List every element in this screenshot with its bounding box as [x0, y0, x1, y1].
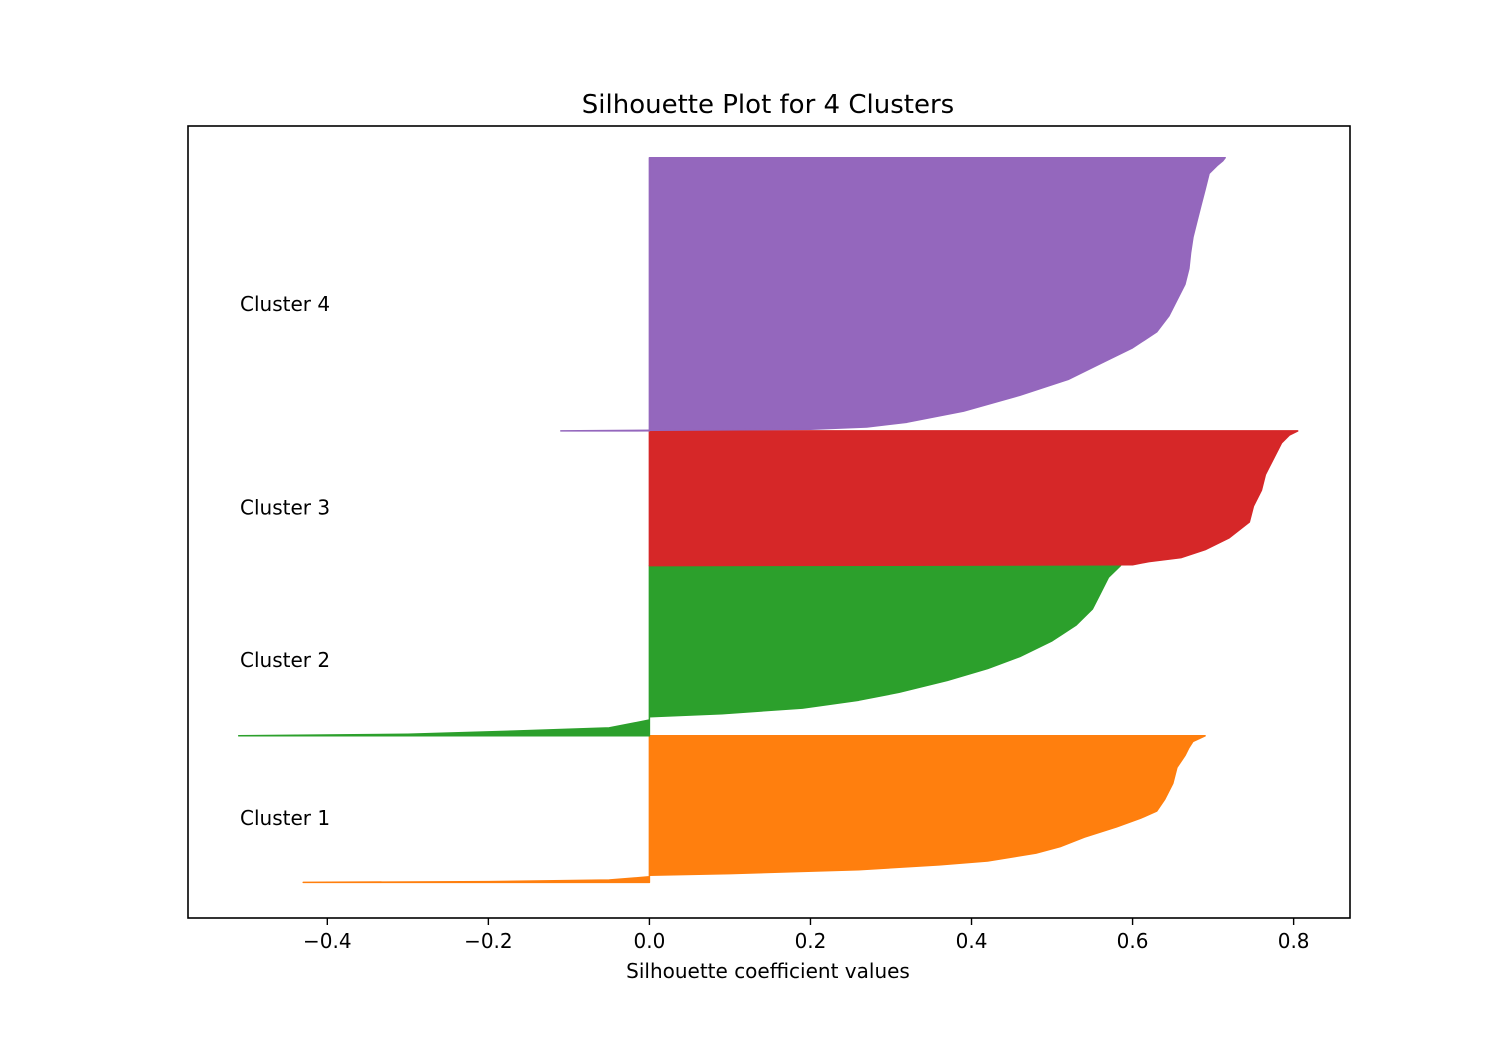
cluster-area-4	[560, 156, 1226, 432]
x-axis-label: Silhouette coefficient values	[626, 959, 910, 983]
cluster-area-3	[648, 430, 1299, 567]
x-tick-label-6: 0.8	[1278, 929, 1310, 953]
cluster-area-1	[302, 735, 1206, 884]
x-tick-label-1: −0.2	[464, 929, 513, 953]
cluster-label-4: Cluster 4	[240, 292, 330, 316]
cluster-labels: Cluster 1 Cluster 2 Cluster 3 Cluster 4	[240, 292, 330, 830]
cluster-area-2	[237, 564, 1122, 737]
cluster-label-1: Cluster 1	[240, 806, 330, 830]
cluster-areas	[237, 156, 1299, 884]
x-axis-ticks: −0.4 −0.2 0.0 0.2 0.4 0.6 0.8	[303, 918, 1310, 953]
cluster-label-3: Cluster 3	[240, 496, 330, 520]
x-tick-label-0: −0.4	[303, 929, 352, 953]
x-tick-label-3: 0.2	[795, 929, 827, 953]
x-tick-label-5: 0.6	[1117, 929, 1149, 953]
cluster-label-2: Cluster 2	[240, 648, 330, 672]
chart-title: Silhouette Plot for 4 Clusters	[582, 90, 954, 120]
plot-frame	[187, 125, 1351, 919]
x-tick-label-4: 0.4	[956, 929, 988, 953]
x-tick-label-2: 0.0	[634, 929, 666, 953]
